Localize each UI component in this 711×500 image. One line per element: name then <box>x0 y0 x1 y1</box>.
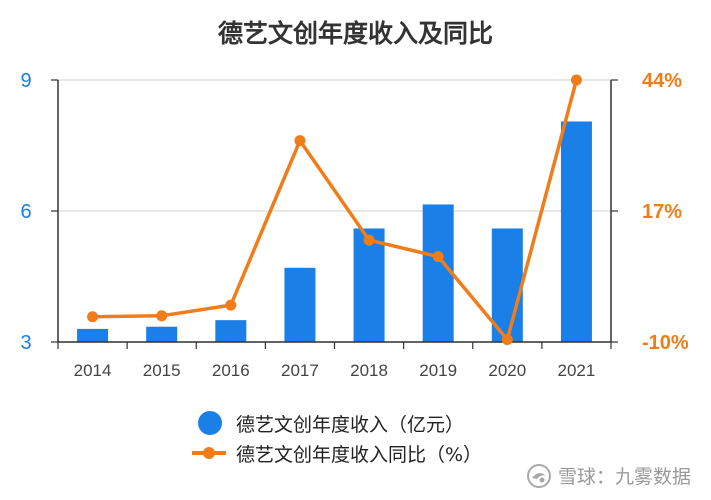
legend-item-revenue: 德艺文创年度收入（亿元） <box>192 408 482 438</box>
yoy-point-2017 <box>294 135 306 147</box>
chart-title: 德艺文创年度收入及同比 <box>217 19 493 48</box>
legend-swatch-revenue <box>198 411 222 435</box>
revenue-bar-2018 <box>353 228 385 342</box>
right-tick-label-2: 44% <box>642 70 682 92</box>
yoy-point-2020 <box>501 334 513 346</box>
yoy-point-2018 <box>363 234 375 246</box>
left-tick-label-1: 6 <box>20 201 31 223</box>
yoy-point-2021 <box>570 74 582 86</box>
tick-labels: 2014 2015 2016 2017 2018 2019 2020 2021 3 6 9 -10% 1… <box>20 70 688 380</box>
watermark-text: 雪球：九雾数据 <box>557 466 691 488</box>
revenue-bar-2017 <box>284 267 316 342</box>
revenue-bar-2021 <box>560 121 592 342</box>
x-tick-label-2015: 2015 <box>143 361 181 380</box>
legend-label-yoy: 德艺文创年度收入同比（%） <box>236 443 483 466</box>
x-tick-label-2019: 2019 <box>419 361 457 380</box>
revenue-bars <box>77 121 592 342</box>
grid-lines <box>58 79 611 343</box>
legend: 德艺文创年度收入（亿元） 德艺文创年度收入同比（%） <box>192 408 482 468</box>
yoy-point-2016 <box>225 299 237 311</box>
x-tick-label-2020: 2020 <box>488 361 526 380</box>
right-tick-label-0: -10% <box>642 332 689 354</box>
right-tick-label-1: 17% <box>642 201 682 223</box>
revenue-bar-2019 <box>422 204 454 342</box>
yoy-point-2019 <box>432 251 444 263</box>
revenue-bar-2016 <box>215 320 247 342</box>
x-tick-label-2014: 2014 <box>74 361 112 380</box>
revenue-bar-2015 <box>146 326 178 342</box>
yoy-line <box>87 74 582 346</box>
revenue-bar-2020 <box>491 228 523 342</box>
x-tick-label-2016: 2016 <box>212 361 250 380</box>
x-tick-label-2021: 2021 <box>558 361 596 380</box>
x-tick-label-2017: 2017 <box>281 361 319 380</box>
watermark: 雪球：九雾数据 <box>526 462 691 489</box>
legend-item-yoy: 德艺文创年度收入同比（%） <box>192 438 482 468</box>
legend-swatch-yoy <box>192 441 226 465</box>
axes <box>51 79 618 349</box>
yoy-line-path <box>92 79 579 342</box>
snowball-icon <box>526 463 551 488</box>
revenue-bar-2014 <box>77 328 109 342</box>
yoy-point-2015 <box>156 310 168 322</box>
yoy-point-2014 <box>87 311 99 323</box>
left-tick-label-2: 9 <box>20 70 31 92</box>
left-tick-label-0: 3 <box>20 332 31 354</box>
x-tick-label-2018: 2018 <box>350 361 388 380</box>
legend-label-revenue: 德艺文创年度收入（亿元） <box>236 413 465 436</box>
